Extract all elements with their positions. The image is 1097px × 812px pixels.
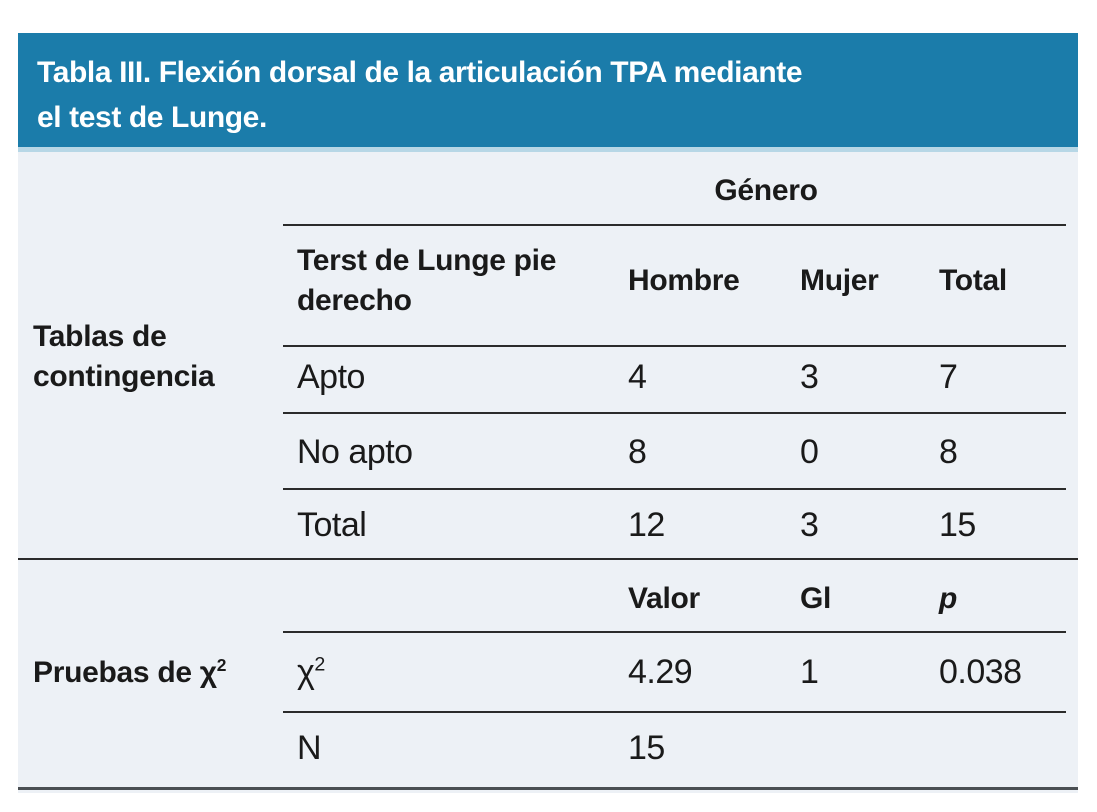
table-title-band: Tabla III. Flexión dorsal de la articula… — [18, 33, 1078, 152]
col-header-mujer: Mujer — [800, 264, 879, 297]
row-label: No apto — [297, 433, 413, 471]
cell-hombre: 4 — [628, 358, 647, 396]
row-label: Apto — [297, 358, 365, 396]
section-divider — [18, 558, 1078, 560]
cell-hombre: 12 — [628, 506, 665, 544]
table-title-line-2: el test de Lunge. — [37, 101, 267, 134]
row-label: N — [297, 728, 322, 768]
cell-valor: 4.29 — [628, 653, 693, 691]
col-header-p: p — [939, 582, 958, 615]
bottom-rule — [18, 787, 1078, 790]
table-body: Género Tablas de contingencia Terst de L… — [18, 157, 1078, 793]
col-header-gl: Gl — [800, 582, 832, 615]
section-label-chi-sup: 2 — [216, 655, 227, 675]
col-header-valor: Valor — [628, 582, 700, 615]
cell-mujer: 0 — [800, 433, 819, 471]
row-divider-apto — [283, 412, 1066, 414]
section-label-chi-base: Pruebas de χ — [33, 656, 217, 689]
cell-mujer: 3 — [800, 506, 819, 544]
cell-p: 0.038 — [939, 653, 1022, 691]
cell-mujer: 3 — [800, 358, 819, 396]
chi-symbol: χ — [297, 653, 315, 691]
row-label: Total — [297, 506, 367, 544]
col-header-hombre: Hombre — [628, 264, 740, 297]
cell-total: 7 — [939, 358, 958, 396]
n-symbol: N — [297, 729, 322, 767]
row-label: χ2 — [297, 652, 325, 692]
section-label-chi-tests: Pruebas de χ2 — [33, 653, 226, 693]
column-header-underline — [283, 345, 1066, 347]
chi-row-divider — [283, 711, 1066, 713]
cell-total: 8 — [939, 433, 958, 471]
chi-header-underline — [283, 631, 1066, 633]
cell-valor: 15 — [628, 729, 665, 767]
row-header-lunge-test: Terst de Lunge pie derecho — [297, 244, 557, 317]
cell-total: 15 — [939, 506, 976, 544]
cell-gl: 1 — [800, 653, 819, 691]
table-title-line-1: Tabla III. Flexión dorsal de la articula… — [37, 56, 803, 89]
row-divider-noapto — [283, 488, 1066, 490]
cell-hombre: 8 — [628, 433, 647, 471]
chi-exponent: 2 — [314, 653, 325, 676]
table-panel: Tabla III. Flexión dorsal de la articula… — [18, 33, 1078, 793]
group-header-genero: Género — [714, 174, 818, 207]
genero-underline — [283, 224, 1066, 226]
col-header-total: Total — [939, 264, 1007, 297]
section-label-contingency: Tablas de contingencia — [33, 320, 215, 393]
